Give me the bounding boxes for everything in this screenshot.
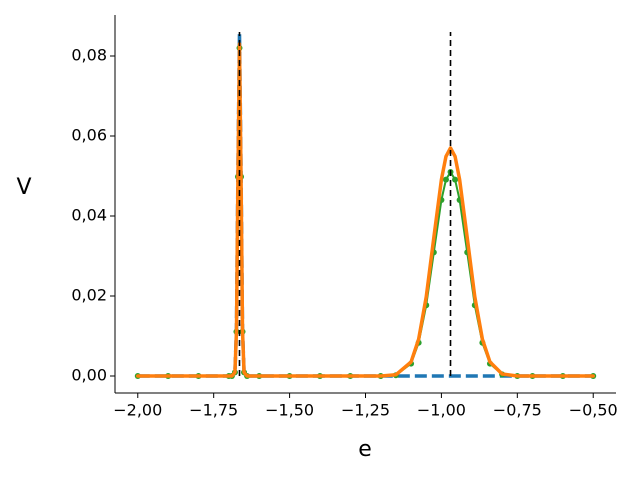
- y-tick-label: 0,08: [71, 46, 107, 65]
- plot-area: [134, 30, 597, 379]
- x-tick-label: −2,00: [113, 401, 162, 420]
- y-tick-label: 0,06: [71, 126, 107, 145]
- x-tick-label: −1,25: [341, 401, 390, 420]
- series-line: [136, 42, 595, 378]
- x-tick-label: −0,50: [569, 401, 618, 420]
- series-marker: [452, 176, 459, 183]
- y-tick-label: 0,00: [71, 366, 107, 385]
- y-tick-label: 0,04: [71, 206, 107, 225]
- series-line: [137, 30, 594, 378]
- y-tick-label: 0,02: [71, 286, 107, 305]
- x-tick-label: −1,00: [417, 401, 466, 420]
- x-axis-label: e: [358, 437, 372, 462]
- x-tick-label: −1,75: [189, 401, 238, 420]
- series-line: [136, 47, 595, 377]
- x-tick-label: −0,75: [493, 401, 542, 420]
- series-marker: [442, 176, 449, 183]
- x-tick-label: −1,50: [265, 401, 314, 420]
- y-axis-label: V: [16, 175, 31, 200]
